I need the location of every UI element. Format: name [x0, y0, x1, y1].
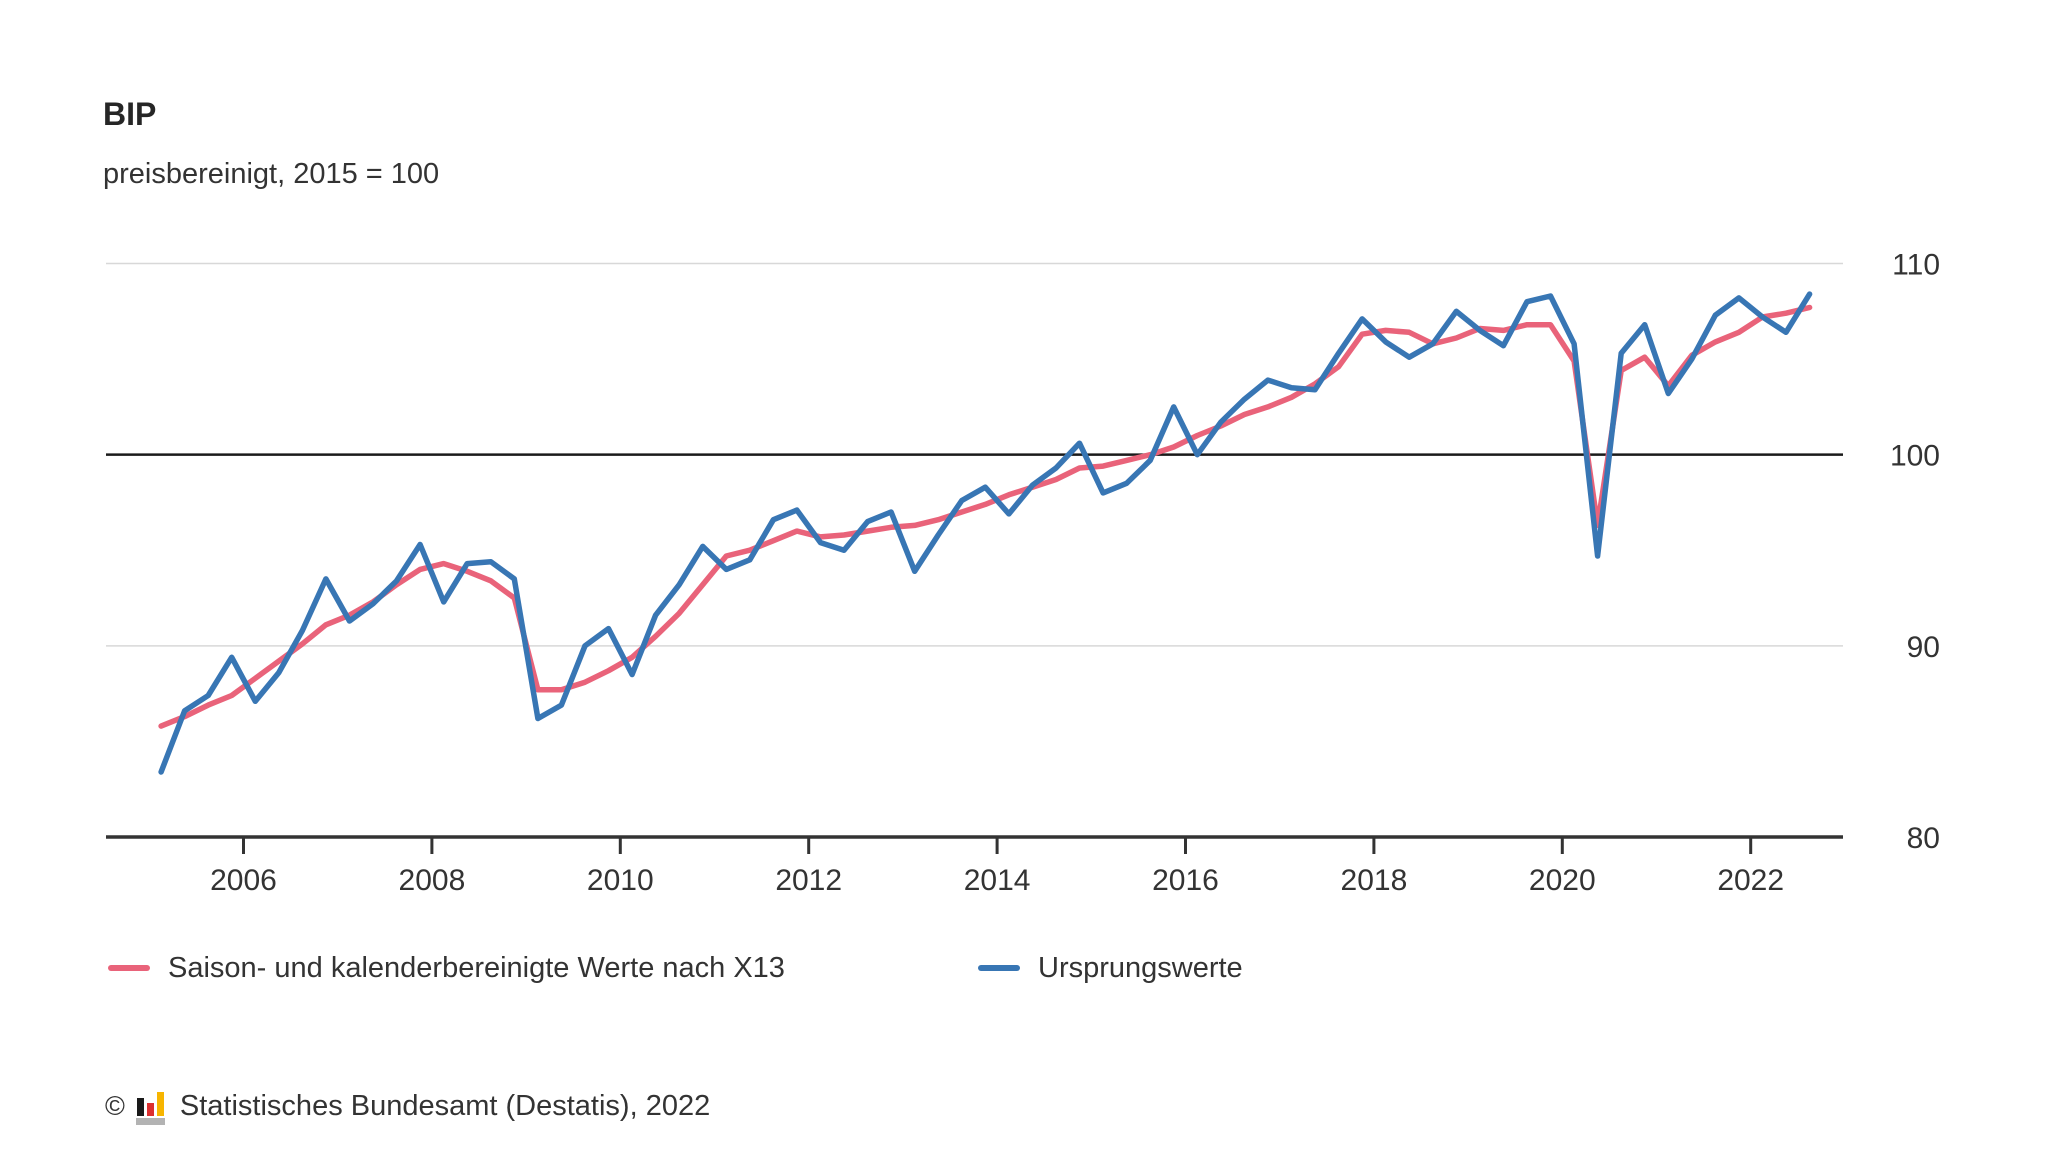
series-line-adjusted: [158, 304, 1813, 729]
legend-item-original[interactable]: Ursprungswerte: [978, 948, 1243, 988]
legend-swatch-adjusted-icon: [108, 965, 150, 971]
y-axis-label-100: 100: [1890, 440, 1940, 473]
y-axis-label-90: 90: [1907, 631, 1940, 664]
y-axis-label-80: 80: [1907, 822, 1940, 855]
logo-bar-black: [136, 1097, 144, 1116]
legend-label-original: Ursprungswerte: [1038, 951, 1243, 984]
x-axis-label-2020: 2020: [1529, 864, 1596, 897]
y-axis-label-110: 110: [1892, 248, 1940, 281]
x-axis-label-2010: 2010: [587, 864, 654, 897]
x-axis-label-2014: 2014: [964, 864, 1031, 897]
logo-bar-yellow: [156, 1091, 164, 1116]
chart-subtitle: preisbereinigt, 2015 = 100: [103, 158, 440, 190]
source-note: © Statistisches Bundesamt (Destatis), 20…: [105, 1085, 710, 1127]
destatis-logo-icon: [135, 1091, 165, 1125]
logo-base: [135, 1117, 165, 1125]
copyright-symbol: ©: [105, 1090, 125, 1121]
x-axis-label-2008: 2008: [399, 864, 466, 897]
page-title: BIP: [103, 96, 157, 132]
legend-swatch-original-icon: [978, 965, 1020, 971]
x-axis-label-2006: 2006: [210, 864, 277, 897]
chart-legend: Saison- und kalenderbereinigte Werte nac…: [0, 948, 2048, 988]
x-axis-label-2018: 2018: [1341, 864, 1408, 897]
legend-item-adjusted[interactable]: Saison- und kalenderbereinigte Werte nac…: [108, 948, 785, 988]
legend-label-adjusted: Saison- und kalenderbereinigte Werte nac…: [168, 951, 785, 984]
x-axis-label-2012: 2012: [775, 864, 842, 897]
source-text: Statistisches Bundesamt (Destatis), 2022: [179, 1089, 711, 1122]
x-axis-label-2022: 2022: [1717, 864, 1784, 897]
series-line-original: [158, 291, 1813, 775]
logo-bar-red: [146, 1102, 154, 1116]
x-axis-label-2016: 2016: [1152, 864, 1219, 897]
